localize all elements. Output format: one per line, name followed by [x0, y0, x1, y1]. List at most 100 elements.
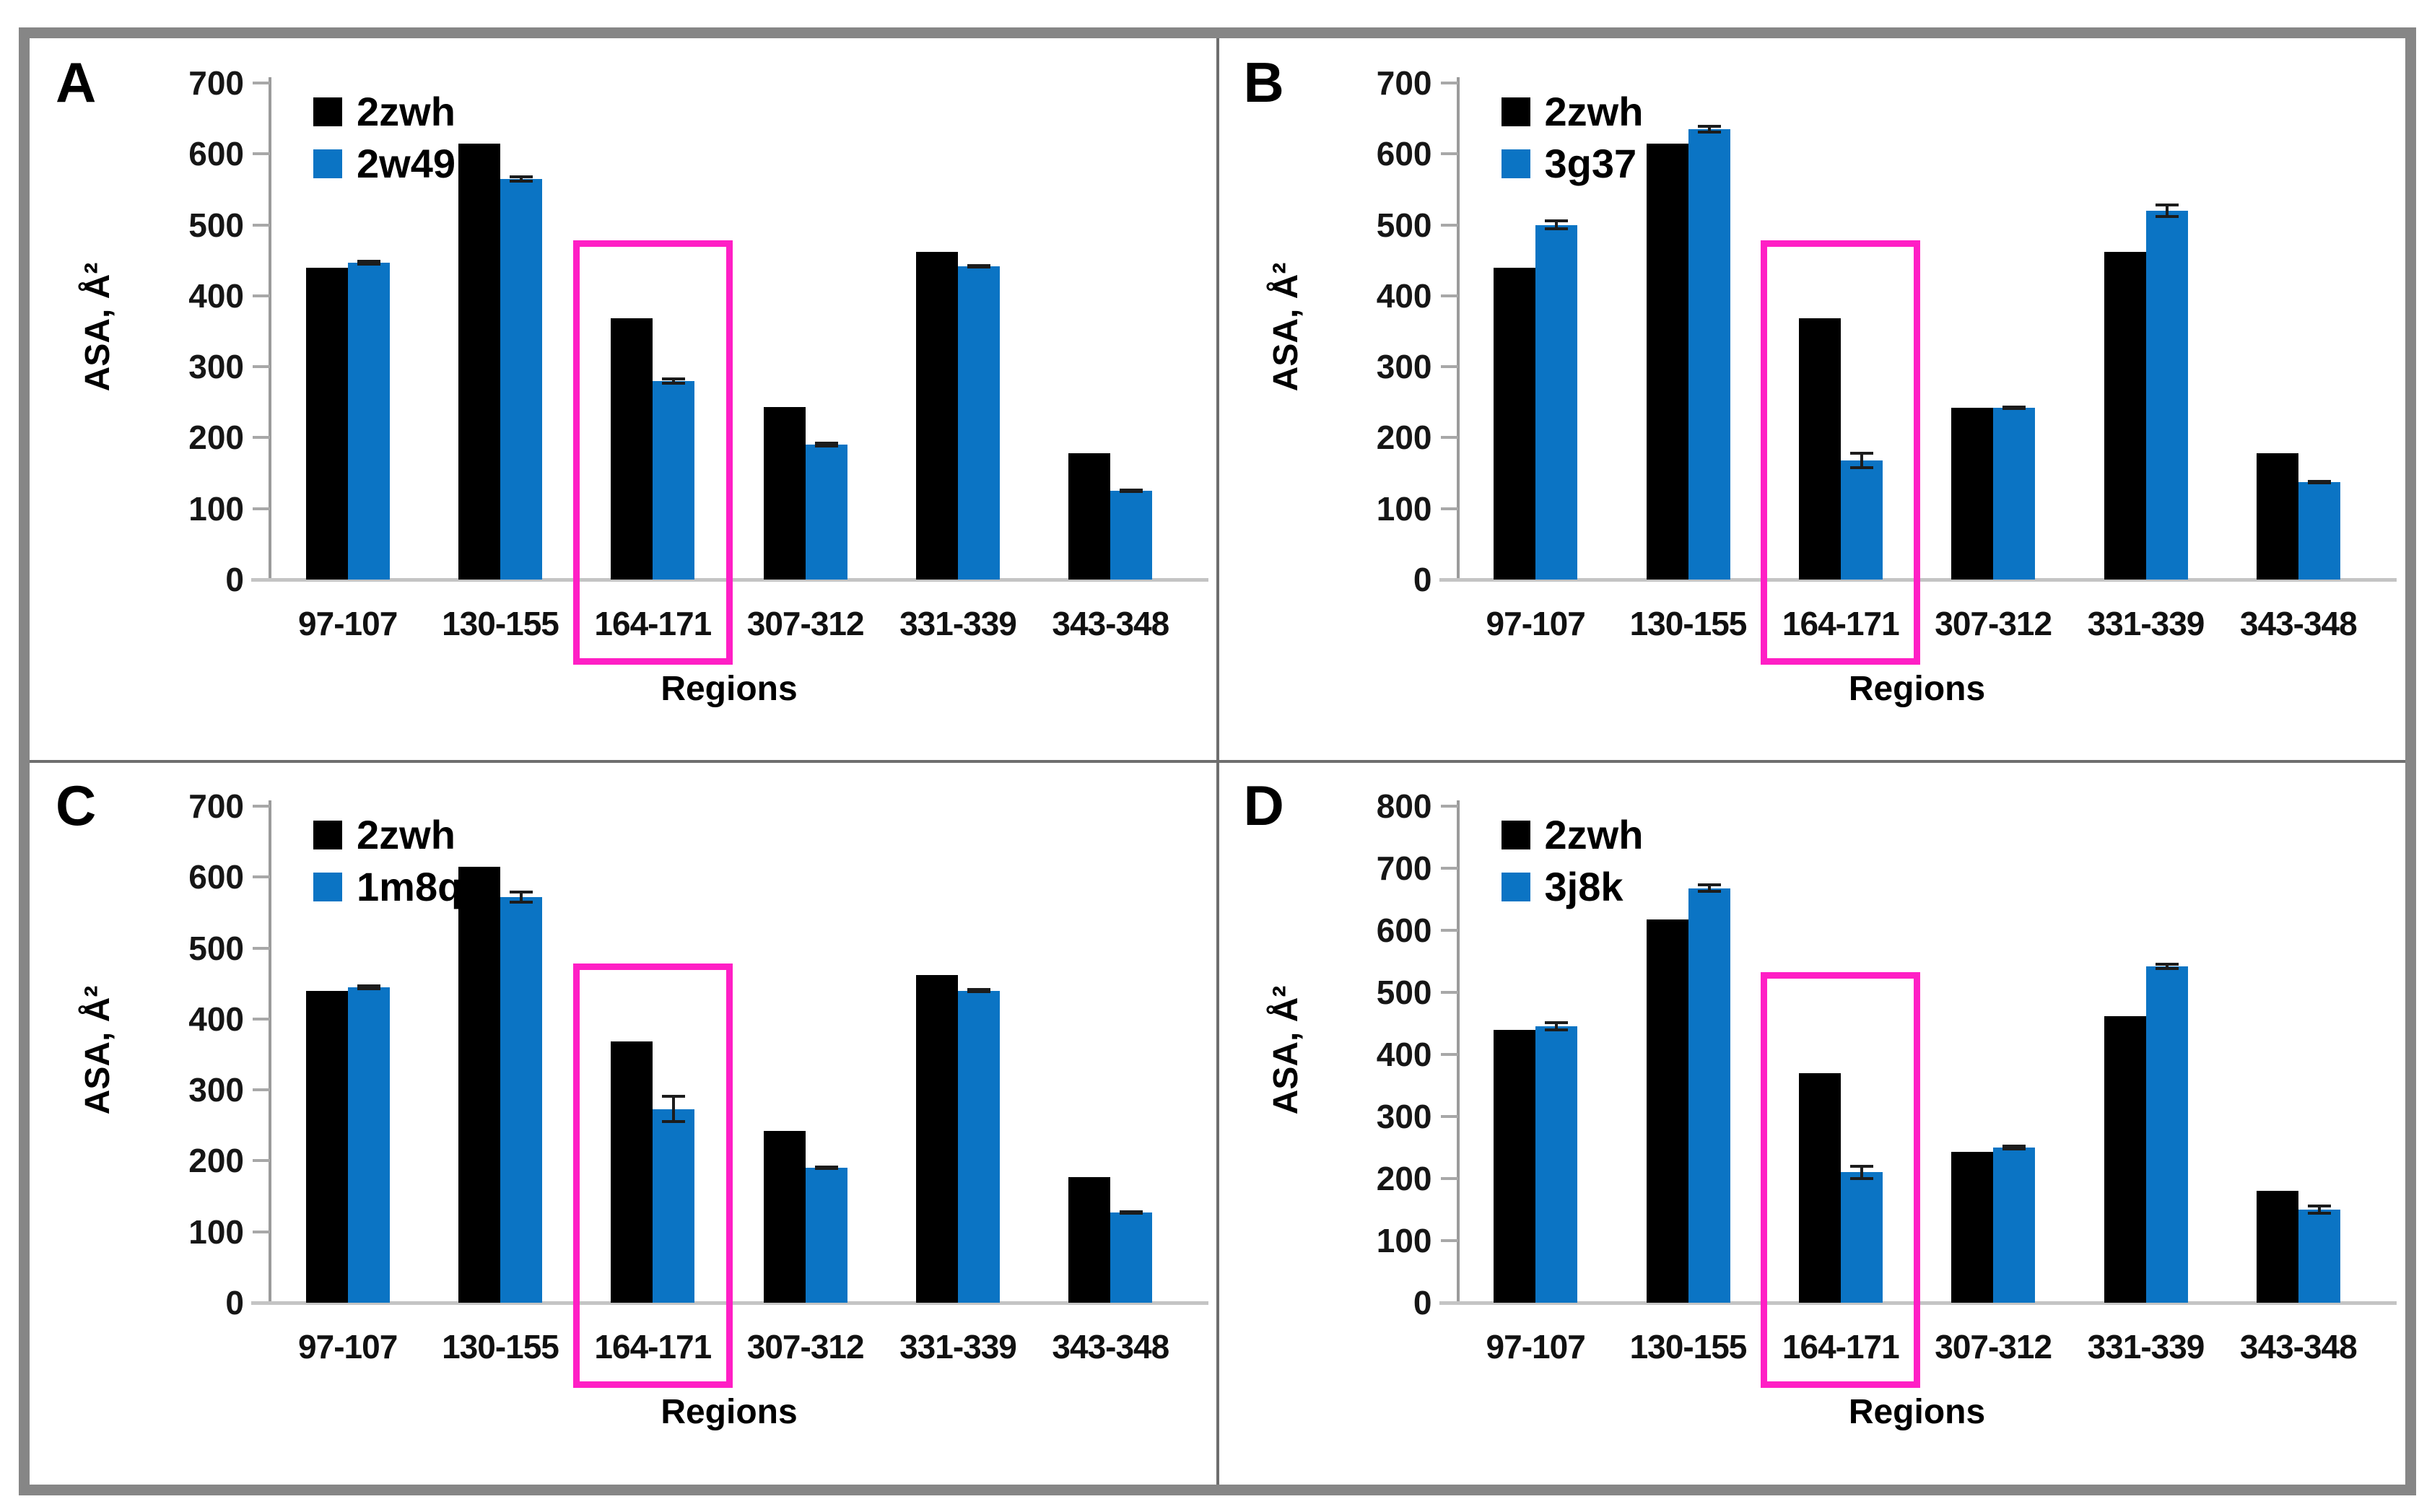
bar-3g37-130-155	[1688, 128, 1730, 580]
y-tick-label: 600	[188, 135, 244, 173]
legend-swatch-2zwh	[1501, 97, 1530, 126]
x-tick-label-97-107: 97-107	[1486, 1328, 1586, 1365]
error-bar-cap-top	[2155, 204, 2179, 207]
error-bar-1m8q-343-348	[1120, 1210, 1143, 1215]
y-tick-mark	[1440, 1177, 1458, 1180]
y-tick-label: 500	[1376, 206, 1432, 244]
error-bar-2w49-331-339	[967, 263, 990, 268]
bar-2zwh-164-171	[1798, 1072, 1841, 1303]
y-tick-mark	[1440, 991, 1458, 994]
axis-title-y: ASA, Å²	[79, 985, 117, 1115]
x-tick-label-97-107: 97-107	[1486, 605, 1586, 642]
bar-2zwh-343-348	[1068, 1177, 1111, 1303]
error-bar-1m8q-307-312	[814, 1166, 838, 1171]
error-bar-cap-top	[1545, 219, 1569, 222]
error-bar-cap-bottom	[2307, 481, 2331, 485]
legend-label-2zwh: 2zwh	[357, 89, 456, 134]
bar-2zwh-164-171	[1798, 318, 1841, 580]
legend-item-2zwh: 2zwh	[1501, 812, 1644, 857]
error-bar-cap-bottom	[1120, 1212, 1143, 1215]
error-bar-1m8q-97-107	[357, 984, 380, 990]
x-tick-label-307-312: 307-312	[746, 605, 865, 642]
y-tick-label: 300	[1376, 348, 1432, 386]
bar-2zwh-164-171	[611, 318, 653, 580]
legend-item-3g37: 3g37	[1501, 144, 1644, 184]
y-tick-mark	[253, 82, 270, 84]
x-tick-label-97-107: 97-107	[298, 605, 398, 642]
error-bar-3j8k-97-107	[1545, 1021, 1569, 1032]
bar-2zwh-343-348	[1068, 453, 1111, 580]
error-bar-2w49-307-312	[814, 442, 838, 448]
bar-3j8k-97-107	[1535, 1026, 1578, 1303]
bar-3g37-164-171	[1840, 460, 1883, 580]
error-bar-stem	[672, 377, 676, 385]
x-tick-label-331-339: 331-339	[2087, 1328, 2205, 1365]
legend-item-1m8q: 1m8q	[313, 867, 462, 907]
error-bar-1m8q-164-171	[662, 1095, 686, 1124]
legend-label-2zwh: 2zwh	[1544, 812, 1644, 857]
bar-2w49-331-339	[958, 266, 1000, 580]
panel-B: B 0 100 200 300 400 500 600 700 ASA, Å² 97-107 130-…	[1217, 38, 2405, 761]
x-tick-label-331-339: 331-339	[2087, 605, 2205, 642]
bar-3j8k-307-312	[1993, 1148, 2036, 1303]
bar-2w49-307-312	[805, 445, 847, 580]
y-axis-line	[1456, 77, 1460, 581]
bar-2zwh-97-107	[305, 990, 348, 1303]
error-bar-cap-bottom	[1545, 227, 1569, 231]
error-bar-cap-bottom	[662, 1120, 686, 1124]
axis-title-y: ASA, Å²	[1266, 262, 1305, 392]
y-tick-label: 300	[1376, 1098, 1432, 1135]
highlight-box-164-171	[572, 963, 733, 1388]
error-bar-cap-top	[1849, 1165, 1873, 1168]
bar-2zwh-331-339	[2104, 251, 2146, 580]
y-tick-label: 0	[1413, 561, 1432, 598]
error-bar-cap-top	[662, 377, 686, 380]
bar-2zwh-164-171	[611, 1041, 653, 1303]
bar-1m8q-130-155	[500, 896, 542, 1303]
x-tick-label-307-312: 307-312	[746, 1328, 865, 1365]
x-tick-label-97-107: 97-107	[298, 1328, 398, 1365]
y-tick-mark	[1440, 929, 1458, 932]
legend-item-3j8k: 3j8k	[1501, 867, 1644, 907]
highlight-box-164-171	[1761, 240, 1921, 665]
axis-title-x: Regions	[1848, 1393, 1986, 1431]
error-bar-cap-top	[357, 259, 380, 263]
y-tick-label: 600	[1376, 135, 1432, 173]
y-axis-line	[269, 800, 271, 1304]
y-tick-mark	[1440, 365, 1458, 369]
error-bar-stem	[2165, 962, 2169, 971]
error-bar-cap-bottom	[510, 900, 533, 904]
x-tick-label-130-155: 130-155	[442, 605, 559, 642]
y-tick-mark	[253, 805, 270, 808]
y-tick-mark	[253, 436, 270, 440]
y-tick-mark	[1440, 294, 1458, 297]
error-bar-stem	[1707, 124, 1711, 134]
bar-2zwh-331-339	[916, 974, 958, 1303]
error-bar-cap-top	[1697, 883, 1721, 886]
x-tick-label-164-171: 164-171	[594, 1328, 712, 1365]
legend: 2zwh 3j8k	[1501, 812, 1644, 919]
y-tick-label: 600	[188, 858, 244, 896]
bar-3j8k-343-348	[2298, 1210, 2340, 1303]
panel-letter: B	[1243, 51, 1284, 114]
y-tick-mark	[1440, 82, 1458, 84]
error-bar-cap-top	[662, 1095, 686, 1098]
error-bar-cap-bottom	[357, 262, 380, 266]
y-tick-mark	[253, 294, 270, 297]
legend-item-2zwh: 2zwh	[313, 92, 456, 132]
error-bar-cap-bottom	[814, 1167, 838, 1171]
bar-1m8q-331-339	[958, 990, 1000, 1303]
error-bar-3j8k-343-348	[2307, 1205, 2331, 1215]
panel-letter: C	[56, 774, 97, 837]
bar-2w49-97-107	[347, 262, 390, 580]
error-bar-2w49-97-107	[357, 259, 380, 266]
error-bar-2w49-343-348	[1120, 489, 1143, 494]
y-tick-label: 700	[188, 64, 244, 102]
error-bar-cap-top	[357, 984, 380, 987]
y-tick-label: 200	[1376, 419, 1432, 457]
x-tick-label-164-171: 164-171	[594, 605, 712, 642]
bar-1m8q-343-348	[1110, 1212, 1153, 1303]
y-tick-label: 0	[225, 1284, 244, 1321]
error-bar-cap-bottom	[510, 179, 533, 183]
y-tick-mark	[1440, 436, 1458, 440]
